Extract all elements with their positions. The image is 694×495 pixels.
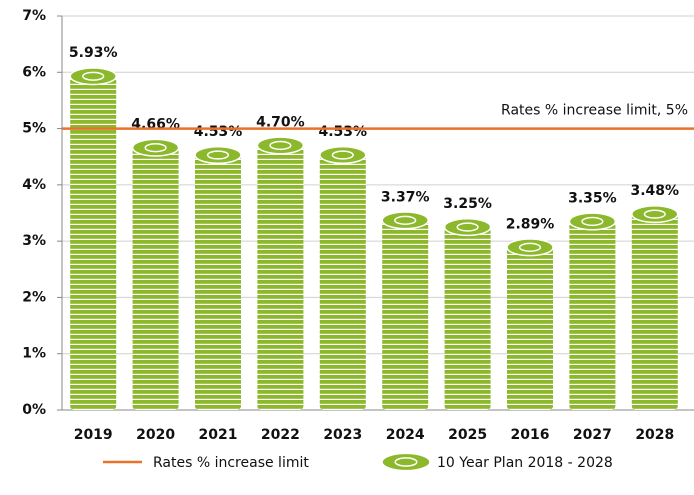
coin-top bbox=[569, 213, 615, 230]
value-label: 3.48% bbox=[631, 183, 680, 199]
coin-top bbox=[133, 139, 179, 156]
y-tick-label: 5% bbox=[22, 121, 46, 137]
bar bbox=[507, 247, 553, 410]
value-label: 3.37% bbox=[381, 189, 430, 205]
x-tick-label: 2023 bbox=[323, 427, 362, 443]
value-label: 5.93% bbox=[69, 45, 118, 61]
legend-label: Rates % increase limit bbox=[153, 455, 309, 471]
reference-label: Rates % increase limit, 5% bbox=[501, 103, 688, 119]
x-tick-label: 2028 bbox=[635, 427, 674, 443]
x-tick-label: 2027 bbox=[573, 427, 612, 443]
y-tick-label: 2% bbox=[22, 289, 46, 305]
legend-label: 10 Year Plan 2018 - 2028 bbox=[437, 455, 613, 471]
bar bbox=[70, 76, 116, 410]
coin-top bbox=[320, 147, 366, 164]
coin-top bbox=[257, 137, 303, 154]
x-tick-label: 2022 bbox=[261, 427, 300, 443]
x-tick-label: 2016 bbox=[511, 427, 550, 443]
x-tick-label: 2025 bbox=[448, 427, 487, 443]
bar bbox=[320, 155, 366, 410]
x-tick-label: 2021 bbox=[199, 427, 238, 443]
value-label: 3.35% bbox=[568, 190, 617, 206]
bar bbox=[445, 227, 491, 410]
y-tick-label: 6% bbox=[22, 64, 46, 80]
chart: 0%1%2%3%4%5%6%7%5.93%4.66%4.53%4.70%4.53… bbox=[0, 0, 694, 495]
y-tick-label: 0% bbox=[22, 402, 46, 418]
bar bbox=[257, 145, 303, 410]
bar bbox=[195, 155, 241, 410]
coin-top bbox=[70, 68, 116, 85]
value-label: 3.25% bbox=[443, 196, 492, 212]
bar bbox=[569, 221, 615, 410]
x-tick-label: 2019 bbox=[74, 427, 113, 443]
x-tick-label: 2020 bbox=[136, 427, 175, 443]
coin-top bbox=[632, 206, 678, 223]
value-label: 4.53% bbox=[194, 124, 243, 140]
value-label: 4.53% bbox=[319, 124, 368, 140]
value-label: 2.89% bbox=[506, 216, 555, 232]
bar bbox=[382, 220, 428, 410]
y-tick-label: 1% bbox=[22, 346, 46, 362]
x-tick-label: 2024 bbox=[386, 427, 425, 443]
coin-top bbox=[382, 212, 428, 229]
value-label: 4.66% bbox=[131, 117, 180, 133]
bar bbox=[133, 148, 179, 410]
y-tick-label: 3% bbox=[22, 233, 46, 249]
y-tick-label: 4% bbox=[22, 177, 46, 193]
bar bbox=[632, 214, 678, 410]
coin-top bbox=[445, 219, 491, 236]
coin-top bbox=[507, 239, 553, 256]
y-tick-label: 7% bbox=[22, 8, 46, 24]
coin-top bbox=[195, 147, 241, 164]
coin-top bbox=[382, 453, 430, 470]
